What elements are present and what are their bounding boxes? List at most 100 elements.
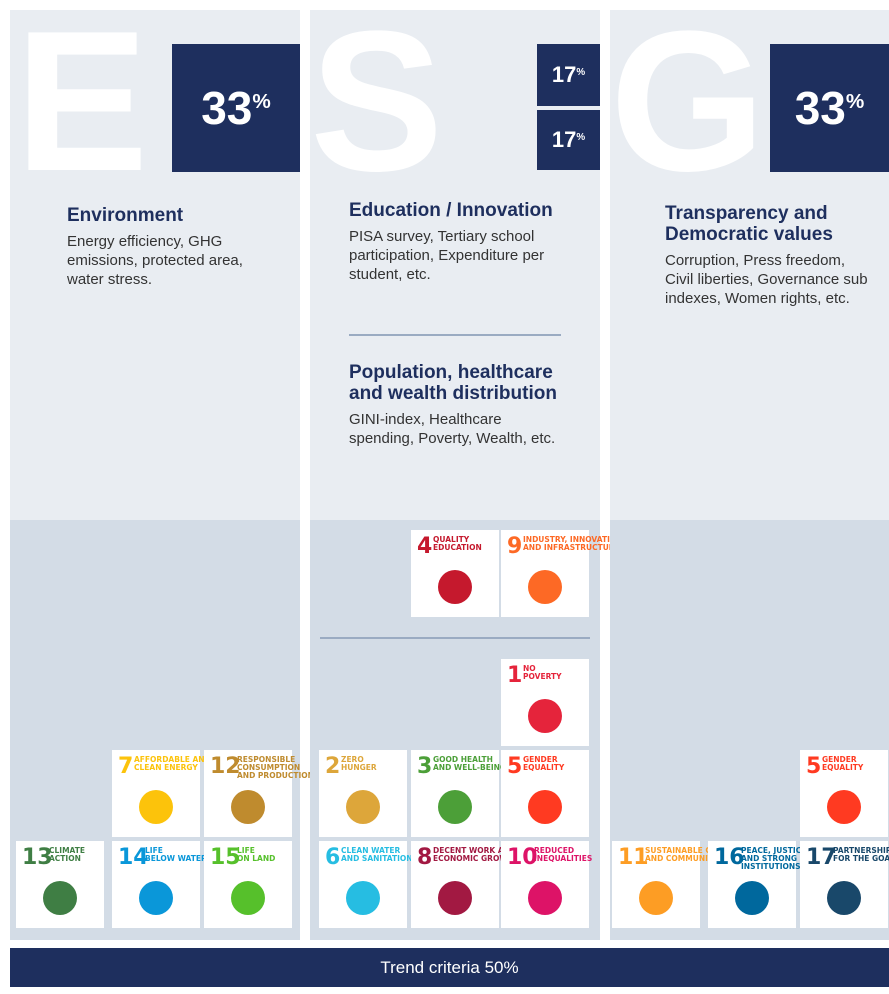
percent-box: 33% (172, 44, 300, 172)
section-title: Population, healthcare and wealth distri… (349, 362, 557, 404)
sdg-label-line: CONSUMPTION (237, 763, 301, 772)
sdg-label-line: AND COMMUNITIES (645, 854, 727, 863)
big-letter: E (15, 0, 149, 213)
section: Education / Innovation PISA survey, Terti… (349, 200, 564, 284)
sdg-number: 15 (210, 845, 241, 870)
sdg-number: 11 (618, 845, 649, 870)
sdg-icon (231, 881, 265, 915)
section: Population, healthcare and wealth distri… (349, 362, 564, 448)
separator (349, 334, 561, 336)
sdg-label: QUALITY EDUCATION (433, 536, 482, 552)
sdg-number: 16 (714, 845, 745, 870)
sdg-label-line: EQUALITY (523, 763, 565, 772)
percent-box: 33% (770, 44, 889, 172)
sdg-label-line: REDUCED (534, 846, 575, 855)
sdg-number: 17 (806, 845, 837, 870)
sdg-number: 5 (806, 754, 822, 779)
sdg-icon (346, 881, 380, 915)
sdg-label: LIFE ON LAND (237, 847, 275, 863)
sdg-label: DECENT WORK AND ECONOMIC GROWTH (433, 847, 519, 863)
percent-value: 17 (551, 62, 577, 87)
sdg-label-line: ZERO (341, 755, 364, 764)
sdg-label-line: LIFE (237, 846, 255, 855)
sdg-label-line: CLIMATE (49, 846, 85, 855)
sdg-label-line: DECENT WORK AND (433, 846, 517, 855)
section-text: PISA survey, Tertiary school participati… (349, 228, 545, 283)
sdg-number: 2 (325, 754, 341, 779)
sdg-label-line: AND INFRASTRUCTURE (523, 543, 620, 552)
sdg-tile: 3 GOOD HEALTH AND WELL-BEING (411, 750, 506, 837)
sdg-number: 4 (417, 534, 433, 559)
sdg-tile: 13 CLIMATE ACTION (16, 841, 104, 928)
sdg-label-line: AND STRONG (741, 854, 798, 863)
sdg-label-line: INEQUALITIES (534, 854, 593, 863)
sdg-tile: 12 RESPONSIBLE CONSUMPTION AND PRODUCTION (204, 750, 314, 837)
separator (320, 637, 590, 639)
sdg-tile: 2 ZERO HUNGER (319, 750, 407, 837)
sdg-icon (827, 881, 861, 915)
sdg-tile: 17PARTNERSHIPSFOR THE GOALS (800, 841, 889, 928)
sdg-tile: 10 REDUCED INEQUALITIES (501, 841, 593, 928)
sdg-icon (43, 881, 77, 915)
big-letter: G (610, 0, 766, 213)
sdg-icon (139, 790, 173, 824)
section-text: Corruption, Press freedom, Civil liberti… (665, 252, 868, 307)
sdg-tile: 1 NO POVERTY (501, 659, 589, 746)
sdg-number: 12 (210, 754, 241, 779)
sdg-label: INDUSTRY, INNOVATION AND INFRASTRUCTURE (523, 536, 623, 552)
sdg-label-line: PEACE, JUSTICE (741, 846, 807, 855)
sdg-number: 7 (118, 754, 134, 779)
sdg-label: NO POVERTY (523, 665, 562, 681)
percent-unit: % (252, 89, 271, 113)
sdg-icon (735, 881, 769, 915)
sdg-icon (528, 881, 562, 915)
percent-unit: % (576, 131, 586, 143)
sdg-label-line: HUNGER (341, 763, 377, 772)
sdg-label: AFFORDABLE AND CLEAN ENERGY (134, 756, 211, 772)
sdg-icon (231, 790, 265, 824)
sdg-icon (346, 790, 380, 824)
sdg-tile: 6 CLEAN WATER AND SANITATION (319, 841, 413, 928)
sdg-icon (438, 881, 472, 915)
sdg-label-line: AND WELL-BEING (433, 763, 507, 772)
sdg-icon (528, 699, 562, 733)
sdg-number: 14 (118, 845, 149, 870)
sdg-label-line: GOOD HEALTH (433, 755, 493, 764)
sdg-tile: 11 SUSTAINABLE CITIES AND COMMUNITIES (612, 841, 732, 928)
sdg-label: PARTNERSHIPSFOR THE GOALS (833, 847, 889, 863)
sdg-label: GOOD HEALTH AND WELL-BEING (433, 756, 506, 772)
section-text: GINI-index, Healthcare spending, Poverty… (349, 411, 556, 447)
sdg-label-line: GENDER (822, 755, 857, 764)
sdg-label: GENDER EQUALITY (822, 756, 863, 772)
sdg-icon (438, 570, 472, 604)
sdg-label-line: INDUSTRY, INNOVATION (523, 535, 623, 544)
sdg-label-line: CLEAN WATER (341, 846, 401, 855)
sdg-label-line: ECONOMIC GROWTH (433, 854, 519, 863)
sdg-label-line: AFFORDABLE AND (134, 755, 211, 764)
sdg-label-line: ACTION (49, 854, 81, 863)
sdg-label: SUSTAINABLE CITIES AND COMMUNITIES (645, 847, 732, 863)
sdg-number: 3 (417, 754, 433, 779)
sdg-tile: 4 QUALITY EDUCATION (411, 530, 499, 617)
sdg-label-line: QUALITY (433, 535, 470, 544)
sdg-label: CLEAN WATER AND SANITATION (341, 847, 413, 863)
sdg-tile: 15 LIFE ON LAND (204, 841, 292, 928)
sdg-number: 1 (507, 663, 523, 688)
sdg-label-line: SUSTAINABLE CITIES (645, 846, 733, 855)
sdg-tile: 16 PEACE, JUSTICE AND STRONG INSTITUTIONS (708, 841, 806, 928)
section-text: Energy efficiency, GHG emissions, protec… (67, 233, 243, 288)
sdg-label-line: AND PRODUCTION (237, 771, 314, 780)
sdg-label: GENDER EQUALITY (523, 756, 564, 772)
sdg-icon (139, 881, 173, 915)
percent-value: 33 (201, 82, 253, 134)
percent-box: 17% (537, 44, 600, 106)
percent-unit: % (576, 66, 586, 78)
sdg-label-line: RESPONSIBLE (237, 755, 296, 764)
sdg-number: 9 (507, 534, 523, 559)
sdg-number: 6 (325, 845, 341, 870)
sdg-label-line: POVERTY (523, 672, 562, 681)
sdg-label-line: NO (523, 664, 536, 673)
sdg-tile: 5 GENDER EQUALITY (800, 750, 888, 837)
sdg-tile: 5 GENDER EQUALITY (501, 750, 589, 837)
